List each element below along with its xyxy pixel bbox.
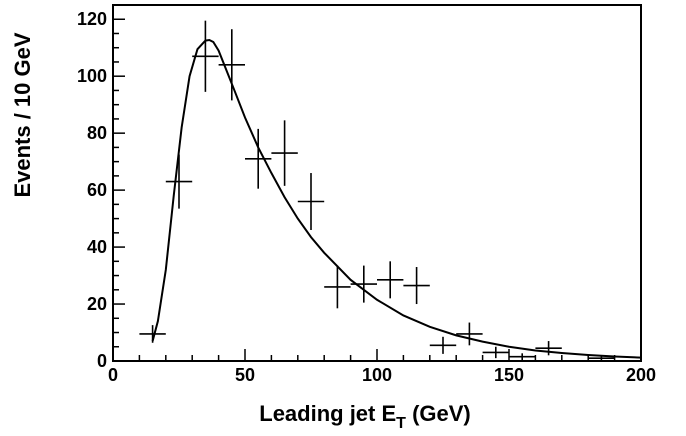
y-tick-label: 120 <box>77 9 107 29</box>
axis-tick-labels: 0 50 100 150 200 0 20 40 60 80 100 120 <box>77 9 656 385</box>
y-tick-label: 100 <box>77 66 107 86</box>
x-axis-title-subscript: T <box>396 415 406 432</box>
data-point <box>429 336 457 354</box>
data-point <box>403 267 430 305</box>
x-tick-label: 100 <box>362 365 392 385</box>
data-point <box>509 353 536 361</box>
data-point <box>297 173 325 230</box>
data-points <box>139 20 615 361</box>
data-point <box>324 265 351 309</box>
fit-curve <box>151 38 642 359</box>
x-axis-title: Leading jet ET (GeV) <box>259 401 471 432</box>
data-point <box>245 128 272 189</box>
x-tick-label: 50 <box>235 365 255 385</box>
x-tick-label: 200 <box>626 365 656 385</box>
y-tick-label: 0 <box>97 351 107 371</box>
data-point <box>165 154 193 209</box>
data-point <box>535 341 562 356</box>
data-point <box>588 355 615 361</box>
x-axis-title-tail: (GeV) <box>406 401 471 426</box>
data-point <box>377 261 404 299</box>
x-tick-label: 0 <box>108 365 118 385</box>
y-tick-label: 40 <box>87 237 107 257</box>
data-point <box>482 346 509 359</box>
data-point <box>456 322 483 346</box>
plot-frame <box>112 4 642 362</box>
data-point <box>192 20 219 92</box>
data-point <box>139 325 166 343</box>
y-tick-label: 80 <box>87 123 107 143</box>
axis-ticks <box>112 4 642 362</box>
data-point <box>350 265 377 303</box>
y-tick-label: 60 <box>87 180 107 200</box>
y-axis-title: Events / 10 GeV <box>10 32 35 197</box>
y-tick-label: 20 <box>87 294 107 314</box>
data-point <box>271 120 298 186</box>
x-tick-label: 150 <box>494 365 524 385</box>
data-point <box>218 29 245 101</box>
